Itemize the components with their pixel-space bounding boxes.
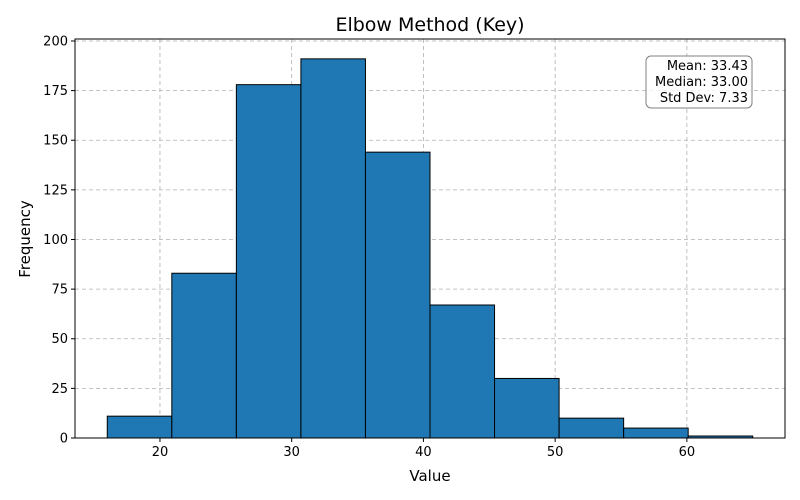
histogram-bar-6 — [429, 304, 496, 439]
chart-title: Elbow Method (Key) — [335, 14, 524, 36]
histogram-bar-2 — [171, 272, 237, 439]
y-tick-label: 100 — [43, 233, 68, 248]
histogram-bar-7 — [494, 377, 560, 439]
histogram-bar-4 — [300, 58, 366, 439]
y-tick-label: 175 — [43, 84, 68, 99]
histogram-bars — [106, 58, 754, 439]
stats-std-dev: Std Dev: 7.33 — [660, 91, 748, 106]
y-tick-label: 50 — [51, 332, 68, 347]
y-tick-label: 150 — [43, 134, 68, 149]
stats-median: Median: 33.00 — [655, 75, 748, 90]
y-tick-label: 125 — [43, 183, 68, 198]
histogram-bar-1 — [106, 415, 173, 439]
histogram-bar-5 — [364, 151, 431, 439]
histogram-bar-3 — [235, 84, 302, 439]
x-tick-label: 60 — [679, 445, 696, 460]
stats-annotation-box: Mean: 33.43 Median: 33.00 Std Dev: 7.33 — [645, 55, 753, 109]
stats-box-background — [645, 55, 753, 109]
histogram-bar-9 — [623, 427, 689, 439]
y-tick-label: 200 — [43, 34, 68, 49]
x-tick-label: 50 — [547, 445, 564, 460]
y-tick-label: 25 — [51, 382, 68, 397]
x-tick-label: 20 — [152, 445, 169, 460]
x-axis-label: Value — [409, 467, 450, 485]
stats-mean: Mean: 33.43 — [667, 59, 748, 74]
y-tick-label: 75 — [51, 283, 68, 298]
y-axis-label: Frequency — [16, 200, 34, 278]
x-axis-ticks: 20 30 40 50 60 — [152, 438, 695, 460]
plot-area-frame — [74, 38, 786, 439]
y-tick-label: 0 — [60, 432, 68, 447]
histogram-bar-8 — [558, 417, 625, 439]
y-axis-ticks: 0 25 50 75 100 125 150 175 200 — [43, 34, 75, 447]
x-tick-label: 30 — [283, 445, 300, 460]
x-tick-label: 40 — [415, 445, 432, 460]
